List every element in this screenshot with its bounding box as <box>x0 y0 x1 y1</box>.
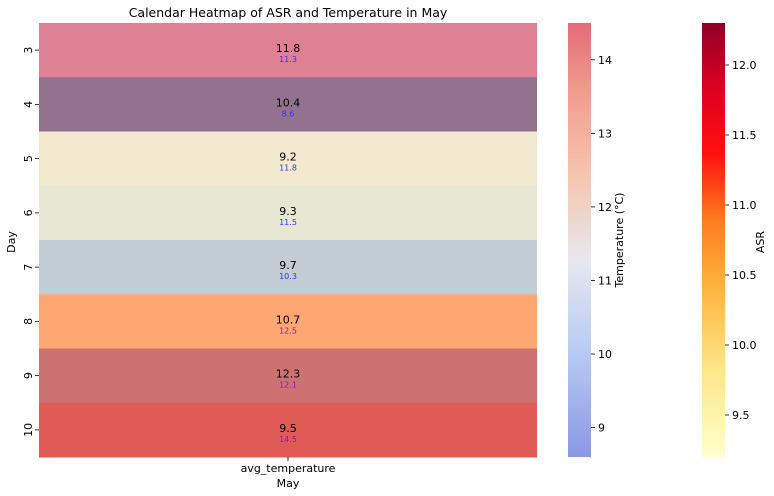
colorbar-tick-label: 13 <box>598 127 612 140</box>
y-tick-label: 9 <box>22 372 35 379</box>
y-tick-label: 8 <box>22 318 35 325</box>
temperature-value-label: 14.5 <box>279 435 297 444</box>
heatmap-cell <box>39 23 537 78</box>
heatmap-cell <box>39 185 537 241</box>
temperature-value-label: 12.5 <box>279 326 297 335</box>
asr-value-label: 9.7 <box>279 259 297 272</box>
heatmap-cell <box>39 131 537 187</box>
y-tick-label: 7 <box>22 264 35 271</box>
asr-value-label: 10.7 <box>276 313 301 326</box>
temperature-value-label: 11.3 <box>279 55 297 64</box>
y-axis-label: Day <box>5 231 18 253</box>
colorbar-tick-label: 12 <box>598 201 612 214</box>
temperature-value-label: 12.1 <box>279 381 297 390</box>
asr-colorbar: 9.5 10.0 10.5 11.0 11.5 12.0 ASR <box>702 23 767 457</box>
asr-value-label: 9.5 <box>279 422 297 435</box>
temperature-value-label: 10.3 <box>279 272 297 281</box>
heatmap-cell <box>39 402 537 458</box>
x-axis: avg_temperature <box>241 457 336 475</box>
colorbar-tick-label: 12.0 <box>732 59 757 72</box>
heatmap-cell <box>39 77 537 132</box>
temperature-value-label: 11.8 <box>279 164 297 173</box>
colorbar-tick-label: 10.5 <box>732 269 757 282</box>
asr-value-label: 11.8 <box>276 42 301 55</box>
temperature-colorbar: 9 10 11 12 13 14 Temperature (°C) <box>568 23 626 457</box>
heatmap-cells <box>39 23 537 458</box>
y-tick-label: 10 <box>22 423 35 437</box>
colorbar-tick-label: 11.5 <box>732 129 757 142</box>
asr-value-label: 12.3 <box>276 368 301 381</box>
temperature-colorbar-gradient <box>568 23 591 457</box>
temperature-colorbar-label: Temperature (°C) <box>613 193 626 289</box>
asr-colorbar-label: ASR <box>754 231 767 254</box>
x-tick-label: avg_temperature <box>241 462 336 475</box>
asr-value-label: 9.2 <box>279 151 297 164</box>
asr-value-label: 9.3 <box>279 205 297 218</box>
colorbar-tick-label: 9.5 <box>732 409 750 422</box>
colorbar-tick-label: 9 <box>598 422 605 435</box>
colorbar-tick-label: 11 <box>598 274 612 287</box>
heatmap-cell <box>39 294 537 349</box>
y-axis: 3 4 5 6 7 8 9 10 <box>22 47 39 437</box>
heatmap-cell-labels: 11.811.310.48.69.211.89.311.59.710.310.7… <box>276 42 301 444</box>
temperature-value-label: 8.6 <box>282 109 295 118</box>
y-tick-label: 5 <box>22 155 35 162</box>
temperature-value-label: 11.5 <box>279 218 297 227</box>
x-axis-label: May <box>277 477 300 490</box>
y-tick-label: 6 <box>22 209 35 216</box>
asr-colorbar-ticks: 9.5 10.0 10.5 11.0 11.5 12.0 <box>725 59 757 422</box>
colorbar-tick-label: 10.0 <box>732 339 757 352</box>
chart-title: Calendar Heatmap of ASR and Temperature … <box>129 5 448 20</box>
colorbar-tick-label: 10 <box>598 348 612 361</box>
asr-colorbar-gradient <box>702 23 725 457</box>
heatmap-cell <box>39 348 537 404</box>
y-tick-label: 3 <box>22 47 35 54</box>
colorbar-tick-label: 11.0 <box>732 199 757 212</box>
temperature-colorbar-ticks: 9 10 11 12 13 14 <box>591 54 612 435</box>
y-tick-label: 4 <box>22 101 35 108</box>
asr-value-label: 10.4 <box>276 96 301 109</box>
heatmap-cell <box>39 240 537 295</box>
colorbar-tick-label: 14 <box>598 54 612 67</box>
